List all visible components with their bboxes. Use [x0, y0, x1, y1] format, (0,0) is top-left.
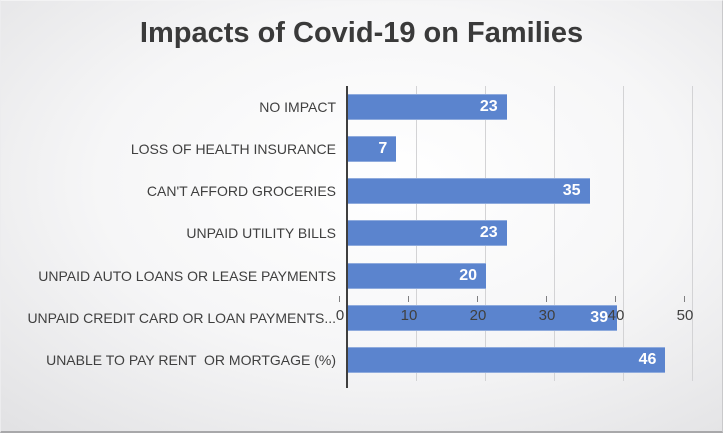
bar-row: 20	[348, 255, 693, 297]
bar-row: 7	[348, 128, 693, 170]
bar-value-label: 7	[378, 140, 388, 158]
bar-value-label: 46	[638, 350, 657, 368]
bar: 7	[348, 136, 397, 163]
bar-value-label: 23	[479, 98, 498, 116]
x-tick-label: 10	[400, 307, 418, 324]
category-label: UNPAID UTILITY BILLS	[186, 225, 336, 242]
bar: 20	[348, 262, 486, 289]
category-label: CAN'T AFFORD GROCERIES	[146, 183, 336, 200]
bar-value-label: 39	[590, 308, 609, 326]
plot-area: 23 7 35 23 20 39 46	[348, 86, 693, 381]
category-label: UNABLE TO PAY RENT OR MORTGAGE (%)	[46, 351, 336, 368]
x-tick-label: 40	[607, 307, 625, 324]
y-axis-line	[346, 86, 348, 388]
gridline	[623, 86, 624, 381]
gridline	[692, 86, 693, 381]
bar: 35	[348, 178, 590, 205]
category-label: UNPAID AUTO LOANS OR LEASE PAYMENTS	[38, 267, 336, 284]
bar-row: 39	[348, 297, 693, 339]
x-tick-label: 50	[676, 307, 694, 324]
x-tick-label: 20	[469, 307, 487, 324]
x-tick-mark	[684, 296, 685, 302]
bar: 23	[348, 220, 507, 247]
category-label: UNPAID CREDIT CARD OR LOAN PAYMENTS...	[27, 309, 336, 326]
gridline	[554, 86, 555, 381]
bar-row: 23	[348, 86, 693, 128]
x-tick-mark	[408, 296, 409, 302]
x-tick-label: 30	[538, 307, 556, 324]
x-tick-mark	[477, 296, 478, 302]
bar-row: 35	[348, 170, 693, 212]
category-label: NO IMPACT	[259, 99, 336, 116]
bar-value-label: 23	[479, 224, 498, 242]
x-tick-mark	[339, 296, 340, 302]
x-tick-label: 0	[335, 307, 345, 324]
x-axis: 0 10 20 30 40 50	[336, 296, 693, 336]
chart-title: Impacts of Covid-19 on Families	[139, 17, 584, 49]
bar: 39	[348, 304, 618, 331]
bar-row: 46	[348, 339, 693, 381]
x-tick-mark	[615, 296, 616, 302]
bar-row: 23	[348, 212, 693, 254]
bar-value-label: 20	[459, 266, 477, 284]
category-axis-labels: NO IMPACT LOSS OF HEALTH INSURANCE CAN'T A…	[9, 86, 346, 381]
bar: 46	[348, 346, 666, 373]
category-label: LOSS OF HEALTH INSURANCE	[130, 141, 336, 158]
bar-chart: NO IMPACT LOSS OF HEALTH INSURANCE CAN'T A…	[9, 86, 693, 388]
x-tick-mark	[546, 296, 547, 302]
bar-value-label: 35	[562, 182, 581, 200]
bar: 23	[348, 94, 507, 121]
